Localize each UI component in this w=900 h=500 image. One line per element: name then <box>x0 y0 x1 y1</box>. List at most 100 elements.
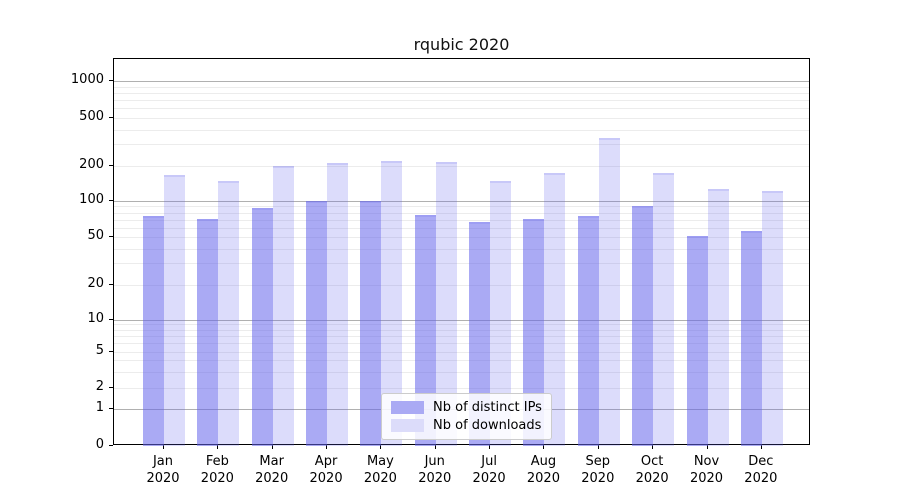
legend-label-distinct-ips: Nb of distinct IPs <box>433 400 542 415</box>
legend-swatch-downloads-icon <box>391 419 424 432</box>
x-axis-tick <box>652 445 654 449</box>
gridline-minor <box>114 144 809 146</box>
legend-item-downloads: Nb of downloads <box>391 418 542 433</box>
gridline-minor <box>114 227 809 229</box>
gridline-major <box>114 319 809 321</box>
y-axis-tick-label: 50 <box>87 228 104 243</box>
y-axis-tick <box>109 318 113 320</box>
legend: Nb of distinct IPs Nb of downloads <box>381 393 552 440</box>
y-axis-tick-label: 100 <box>79 192 104 207</box>
gridline-major <box>114 201 809 202</box>
bar-downloads <box>218 180 240 446</box>
x-axis-tick <box>271 445 273 449</box>
y-axis-tick <box>109 117 113 118</box>
x-axis-tick <box>326 445 328 449</box>
y-axis-tick <box>109 283 113 285</box>
gridline-minor <box>114 206 809 208</box>
x-axis-tick <box>434 445 436 449</box>
x-axis-tick <box>706 445 708 449</box>
plot-area: Nb of distinct IPs Nb of downloads <box>113 58 810 446</box>
x-axis-tick <box>597 445 599 449</box>
gridline-minor <box>114 129 809 131</box>
y-axis-tick <box>109 350 113 352</box>
bar-downloads <box>707 188 729 446</box>
bar-distinct-ips <box>360 201 382 446</box>
chart-title: rqubic 2020 <box>413 35 510 54</box>
bar-downloads <box>272 165 294 446</box>
gridline-minor <box>114 263 809 265</box>
x-axis-tick-label: Nov 2020 <box>689 454 724 486</box>
bar-downloads <box>761 190 783 446</box>
legend-item-distinct-ips: Nb of distinct IPs <box>391 400 542 415</box>
y-axis-tick-label: 10 <box>87 310 104 326</box>
gridline-minor <box>114 108 809 110</box>
y-axis-tick <box>109 408 113 409</box>
x-axis-tick <box>760 445 762 449</box>
gridline-minor <box>114 351 809 353</box>
y-axis-tick-label: 1000 <box>70 72 104 87</box>
bar-downloads <box>544 173 566 446</box>
x-axis-tick <box>163 445 164 449</box>
bar-distinct-ips <box>632 205 654 446</box>
legend-label-downloads: Nb of downloads <box>433 418 542 433</box>
y-axis-tick-label: 200 <box>79 156 104 172</box>
x-axis-tick-label: Jan 2020 <box>146 454 180 486</box>
bar-downloads <box>435 161 457 446</box>
x-axis-tick <box>380 445 382 449</box>
gridline-major <box>114 81 809 82</box>
gridline-minor <box>114 329 809 331</box>
x-axis-tick <box>543 445 545 449</box>
gridline-minor <box>114 360 809 362</box>
gridline-minor <box>114 237 809 238</box>
gridline-minor <box>114 165 809 167</box>
x-axis-tick-label: Mar 2020 <box>255 454 289 486</box>
gridline-minor <box>114 219 809 221</box>
bar-distinct-ips <box>414 214 436 446</box>
x-axis-tick-label: Jul 2020 <box>472 454 506 486</box>
y-axis-tick <box>109 236 113 237</box>
bar-downloads <box>490 180 512 446</box>
gridline-minor <box>114 248 809 250</box>
bar-downloads <box>381 160 403 446</box>
gridline-minor <box>114 343 809 345</box>
bar-distinct-ips <box>686 235 708 446</box>
x-axis-tick-label: Dec 2020 <box>744 454 778 486</box>
y-axis-tick <box>109 387 113 388</box>
x-axis-tick-label: Sep 2020 <box>581 454 615 486</box>
y-axis-tick <box>109 445 113 446</box>
bar-distinct-ips <box>197 218 219 446</box>
x-axis-tick-label: Aug 2020 <box>526 454 560 486</box>
gridline-minor <box>114 284 809 286</box>
gridline-minor <box>114 324 809 326</box>
y-axis-tick-label: 2 <box>95 379 104 394</box>
bar-distinct-ips <box>740 231 762 446</box>
bar-distinct-ips <box>469 221 491 446</box>
y-axis-tick <box>109 164 113 166</box>
legend-swatch-distinct-ips-icon <box>391 401 424 414</box>
y-axis-tick <box>109 200 113 201</box>
bar-distinct-ips <box>143 215 164 446</box>
gridline-minor <box>114 86 809 88</box>
y-axis-tick-label: 0 <box>95 437 104 452</box>
x-axis-tick <box>489 445 491 449</box>
x-axis-tick-label: Jun 2020 <box>418 454 452 486</box>
gridline-minor <box>114 371 809 373</box>
gridline-minor <box>114 335 809 337</box>
bar-downloads <box>598 137 620 446</box>
y-axis-tick-label: 5 <box>95 342 104 358</box>
gridline-minor <box>114 212 809 214</box>
y-axis-tick <box>109 80 113 81</box>
x-axis-tick-label: May 2020 <box>363 454 397 486</box>
bar-downloads <box>164 175 185 446</box>
gridline-minor <box>114 388 809 389</box>
gridline-minor <box>114 118 809 119</box>
y-axis-tick-label: 20 <box>87 275 104 291</box>
y-axis-tick-label: 500 <box>79 109 104 124</box>
y-axis-tick-label: 1 <box>95 400 104 415</box>
gridline-minor <box>114 100 809 102</box>
x-axis-tick-label: Oct 2020 <box>635 454 669 486</box>
x-axis-tick <box>217 445 219 449</box>
gridline-minor <box>114 92 809 94</box>
bar-distinct-ips <box>251 207 273 446</box>
